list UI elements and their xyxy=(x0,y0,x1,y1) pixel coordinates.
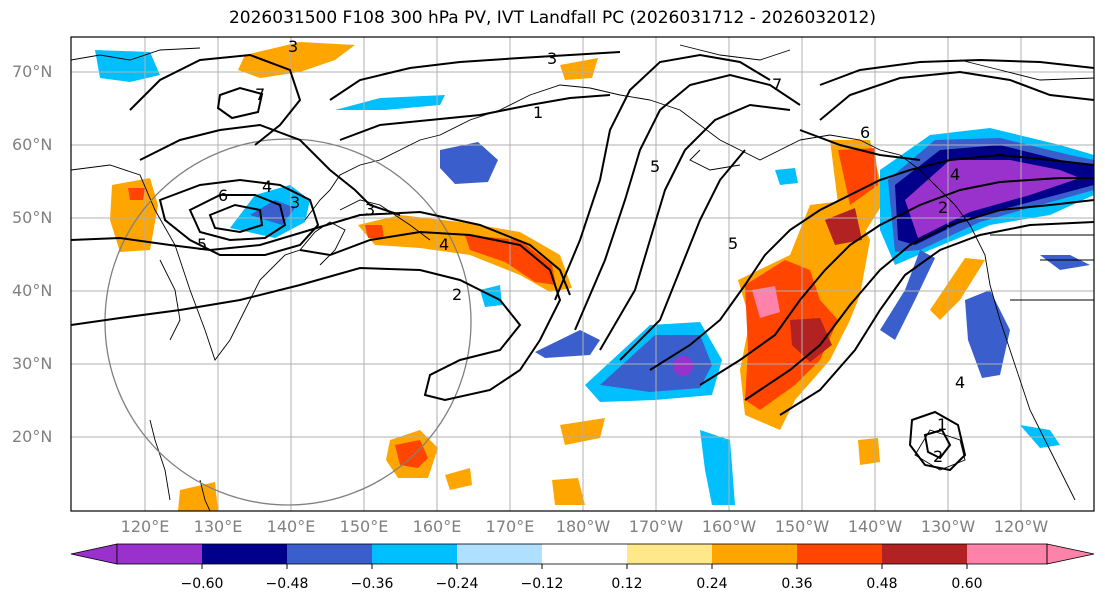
pv-contour-labels: 3 7 6 5 4 3 4 2 1 3 5 7 6 5 4 2 3 4 1 2 xyxy=(197,37,965,466)
shade-orange-aleutian-nw xyxy=(238,42,355,78)
colorbar-tick-label: 0.60 xyxy=(951,576,983,592)
shade-orange-trop-7 xyxy=(560,58,598,80)
colorbar-min-extend xyxy=(70,543,118,565)
pv-label: 6 xyxy=(218,186,228,205)
colorbar-seg xyxy=(287,544,372,564)
colorbar-seg xyxy=(117,544,202,564)
pv-label: 5 xyxy=(728,234,738,253)
colorbar-tick-label: −0.36 xyxy=(350,576,394,592)
pv-label: 2 xyxy=(933,447,943,466)
lon-label: 160°W xyxy=(701,517,757,536)
lon-label: 170°W xyxy=(628,517,684,536)
shade-blue-sw2 xyxy=(1040,255,1090,270)
colorbar-seg xyxy=(627,544,712,564)
pv-label: 2 xyxy=(938,198,948,217)
colorbar-seg xyxy=(797,544,882,564)
colorbar-border xyxy=(116,543,1048,565)
lon-label: 130°E xyxy=(193,517,243,536)
lon-label: 170°E xyxy=(485,517,535,536)
colorbar-tick-label: 0.24 xyxy=(696,576,728,592)
map-title: 2026031500 F108 300 hPa PV, IVT Landfall… xyxy=(228,8,876,28)
shade-darkred-alaska xyxy=(825,208,862,245)
colorbar-tick-label: −0.48 xyxy=(265,576,309,592)
shade-orange-asia xyxy=(110,178,158,252)
pv-label: 4 xyxy=(950,165,960,184)
shade-red-alaska xyxy=(838,148,878,205)
shade-blue-pnw-offshore xyxy=(880,250,935,340)
shade-blue-alaska-s xyxy=(775,168,798,185)
colorbar-tick-label: 0.36 xyxy=(781,576,813,592)
colorbar-tick-label: 0.48 xyxy=(866,576,898,592)
pv-label: 3 xyxy=(365,200,375,219)
pv-label: 3 xyxy=(288,37,298,56)
colorbar-max-extend xyxy=(1046,543,1095,565)
pv-label: 4 xyxy=(955,373,965,392)
colorbar-tick-label: −0.12 xyxy=(520,576,564,592)
colorbar-seg xyxy=(712,544,797,564)
lon-label: 130°W xyxy=(920,517,976,536)
colorbar-seg xyxy=(882,544,967,564)
lon-label: 120°E xyxy=(120,517,170,536)
colorbar-seg xyxy=(372,544,457,564)
colorbar-tick-label: 0.12 xyxy=(611,576,643,592)
graticule xyxy=(71,37,1094,511)
coastlines xyxy=(71,44,1094,511)
lon-label: 120°W xyxy=(993,517,1049,536)
shade-blue-okhotsk xyxy=(440,142,498,184)
pv-contours xyxy=(71,51,1094,472)
ivt-pc-shading xyxy=(95,42,1094,511)
shade-red-trop-1 xyxy=(395,440,428,468)
shade-orange-trop-4 xyxy=(552,478,585,505)
lat-label: 50°N xyxy=(12,208,53,227)
pv-label: 2 xyxy=(452,285,462,304)
lat-label: 70°N xyxy=(12,62,53,81)
lat-label: 20°N xyxy=(12,427,53,446)
colorbar-tick-label: −0.60 xyxy=(180,576,224,592)
shade-orange-trop-3 xyxy=(445,468,472,490)
pv-label: 4 xyxy=(439,235,449,254)
colorbar-seg xyxy=(457,544,542,564)
map-border xyxy=(70,36,1095,512)
colorbar-tick-label: −0.24 xyxy=(435,576,479,592)
shade-orange-trop-5 xyxy=(858,438,880,465)
pv-label: 5 xyxy=(650,157,660,176)
shade-purple-subtropics xyxy=(673,356,693,376)
pv-label: 3 xyxy=(290,193,300,212)
shade-pink-cpac xyxy=(752,286,780,318)
colorbar-seg xyxy=(967,544,1047,564)
colorbar-seg xyxy=(542,544,627,564)
pv-label: 5 xyxy=(197,235,207,254)
shade-blue-subtropics-3 xyxy=(700,430,735,505)
lon-label: 140°W xyxy=(847,517,903,536)
shade-orange-offshore xyxy=(930,258,985,320)
shade-darkred-cpac xyxy=(790,318,832,362)
lat-label: 40°N xyxy=(12,281,53,300)
lon-label: 140°E xyxy=(266,517,316,536)
lat-label: 30°N xyxy=(12,354,53,373)
pv-label: 7 xyxy=(255,85,265,104)
lon-label: 150°W xyxy=(774,517,830,536)
lon-label: 160°E xyxy=(412,517,462,536)
shade-red-asia xyxy=(128,188,145,200)
shade-blue-subtropics-2 xyxy=(535,330,600,358)
lat-label: 60°N xyxy=(12,135,53,154)
colorbar xyxy=(70,543,1095,569)
lon-label: 180°W xyxy=(555,517,611,536)
lon-label: 150°E xyxy=(339,517,389,536)
pv-label: 1 xyxy=(533,103,543,122)
pv-label: 7 xyxy=(772,75,782,94)
pv-label: 3 xyxy=(547,49,557,68)
shade-blue-arctic-nw xyxy=(95,50,160,82)
pv-label: 1 xyxy=(937,415,947,434)
range-ring xyxy=(104,138,472,506)
shade-lightblue-okhotsk xyxy=(335,95,445,110)
colorbar-seg xyxy=(202,544,287,564)
shade-orange-trop-6 xyxy=(178,482,218,511)
shade-blue-ca-coast xyxy=(965,290,1010,378)
shade-red-jet-w xyxy=(365,225,384,238)
pv-label: 4 xyxy=(262,177,272,196)
pv-label: 6 xyxy=(860,123,870,142)
